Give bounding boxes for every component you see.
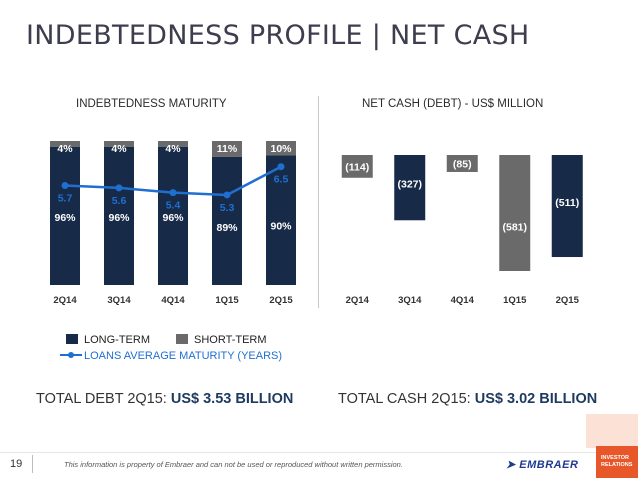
short-term-label-2Q14: 4% [57, 143, 73, 155]
maturity-point-4Q14 [169, 189, 177, 197]
maturity-label-2Q15: 6.5 [274, 174, 289, 186]
net-cash-label-3Q14: (327) [397, 179, 422, 191]
x-tick-4Q14: 4Q14 [451, 295, 475, 306]
page-title: INDEBTEDNESS PROFILE | NET CASH [26, 20, 530, 51]
decorative-corner [586, 414, 638, 448]
long-term-bar-1Q15 [212, 156, 242, 285]
x-tick-4Q14: 4Q14 [161, 295, 185, 306]
short-term-bar-1Q15 [212, 141, 242, 157]
x-tick-3Q14: 3Q14 [398, 295, 422, 306]
total-cash: TOTAL CASH 2Q15: US$ 3.02 BILLION [338, 391, 597, 407]
total-debt-value: US$ 3.53 BILLION [170, 391, 294, 407]
badge-line-1: INVESTOR [601, 455, 630, 461]
legend-short-term: SHORT-TERM [176, 334, 267, 346]
net-cash-label-1Q15: (581) [502, 221, 527, 233]
short-term-bar-2Q15 [266, 141, 296, 156]
maturity-point-2Q15 [277, 163, 285, 171]
indebtedness-maturity-chart: 4% 96% 2Q14 4% 96% 3Q14 4% 96% 4Q14 11% 89% 1Q15 10%… [50, 141, 296, 306]
long-term-label-4Q14: 96% [162, 212, 184, 224]
short-term-bar-3Q14 [104, 141, 134, 147]
long-term-label-1Q15: 89% [216, 222, 238, 234]
long-term-label-2Q15: 90% [270, 220, 292, 232]
legend-long-term-label: LONG-TERM [84, 334, 150, 346]
net-cash-bar-2Q15 [551, 155, 583, 258]
net-cash-label-2Q14: (114) [345, 161, 369, 173]
long-term-bar-3Q14 [104, 146, 134, 285]
left-chart-subtitle: INDEBTEDNESS MATURITY [76, 98, 227, 110]
short-term-label-2Q15: 10% [270, 143, 292, 155]
legend-avg-maturity: LOANS AVERAGE MATURITY (YEARS) [60, 350, 282, 362]
investor-relations-badge: INVESTOR RELATIONS [596, 446, 638, 478]
embraer-logo: ➤ EMBRAER [506, 458, 578, 471]
legend-long-term-swatch [66, 334, 78, 344]
short-term-label-3Q14: 4% [111, 143, 127, 155]
total-debt-label: TOTAL DEBT 2Q15: [36, 391, 171, 407]
net-cash-bar-4Q14 [446, 155, 478, 172]
x-tick-1Q15: 1Q15 [215, 295, 239, 306]
maturity-point-2Q14 [61, 182, 69, 190]
net-cash-label-2Q15: (511) [555, 197, 579, 209]
x-tick-3Q14: 3Q14 [107, 295, 131, 306]
net-cash-bar-3Q14 [394, 155, 426, 221]
x-tick-2Q14: 2Q14 [346, 295, 370, 306]
maturity-point-3Q14 [115, 184, 123, 192]
footer-disclaimer: This information is property of Embraer … [64, 460, 403, 469]
total-cash-value: US$ 3.02 BILLION [474, 391, 598, 407]
short-term-label-4Q14: 4% [165, 143, 181, 155]
page-number: 19 [10, 458, 23, 470]
x-tick-2Q15: 2Q15 [556, 295, 580, 306]
short-term-bar-2Q14 [50, 141, 80, 147]
footer [0, 452, 638, 479]
net-cash-label-4Q14: (85) [453, 158, 472, 170]
net-cash-bar-2Q14 [341, 155, 373, 178]
footer-separator [32, 455, 33, 473]
maturity-label-1Q15: 5.3 [220, 202, 235, 214]
x-tick-2Q14: 2Q14 [53, 295, 77, 306]
badge-line-2: RELATIONS [601, 462, 633, 468]
embraer-logo-mark-icon: ➤ [506, 459, 516, 471]
long-term-bar-2Q15 [266, 155, 296, 285]
legend-avg-maturity-label: LOANS AVERAGE MATURITY (YEARS) [84, 350, 283, 362]
maturity-label-2Q14: 5.7 [58, 193, 73, 205]
net-cash-bar-1Q15 [499, 155, 531, 271]
long-term-label-2Q14: 96% [54, 212, 76, 224]
total-cash-label: TOTAL CASH 2Q15: [338, 391, 475, 407]
embraer-logo-text: EMBRAER [519, 459, 579, 471]
legend-short-term-label: SHORT-TERM [194, 334, 267, 346]
net-cash-chart: (114) 2Q14 (327) 3Q14 (85) 4Q14 (581) 1Q15 (511)… [341, 155, 583, 306]
maturity-point-1Q15 [223, 191, 231, 199]
total-debt: TOTAL DEBT 2Q15: US$ 3.53 BILLION [36, 391, 293, 407]
legend-long-term: LONG-TERM [66, 334, 150, 346]
long-term-label-3Q14: 96% [108, 212, 130, 224]
short-term-bar-4Q14 [158, 141, 188, 147]
long-term-bar-4Q14 [158, 146, 188, 285]
x-tick-2Q15: 2Q15 [269, 295, 293, 306]
short-term-label-1Q15: 11% [217, 143, 238, 155]
long-term-bar-2Q14 [50, 146, 80, 285]
legend-line-icon [60, 352, 82, 358]
maturity-label-4Q14: 5.4 [166, 200, 181, 212]
legend-short-term-swatch [176, 334, 188, 344]
maturity-label-3Q14: 5.6 [112, 195, 127, 207]
chart-divider [318, 96, 319, 308]
x-tick-1Q15: 1Q15 [503, 295, 527, 306]
right-chart-subtitle: NET CASH (DEBT) - US$ MILLION [362, 98, 544, 110]
